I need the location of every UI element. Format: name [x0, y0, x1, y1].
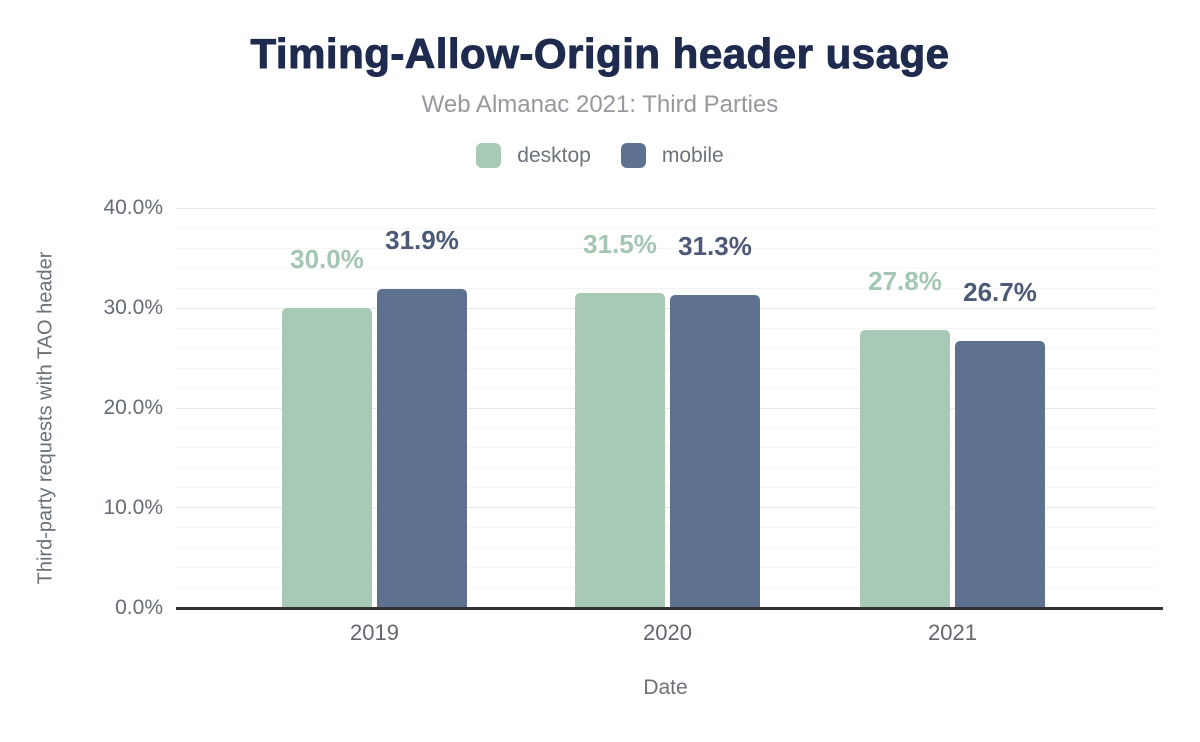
- chart-subtitle: Web Almanac 2021: Third Parties: [421, 91, 779, 118]
- x-axis-line: [176, 607, 1163, 610]
- bar-label-desktop-2021: 27.8%: [868, 266, 942, 296]
- legend-item-mobile[interactable]: mobile: [620, 143, 724, 168]
- x-tick-label-2019: 2019: [350, 620, 399, 645]
- bar-label-desktop-2020: 31.5%: [583, 229, 657, 259]
- bar-mobile-2019: [377, 289, 467, 607]
- legend-item-desktop[interactable]: desktop: [476, 143, 591, 168]
- legend-label-desktop: desktop: [517, 143, 591, 167]
- major-gridline: [176, 507, 1155, 509]
- x-tick-label-2020: 2020: [643, 620, 692, 645]
- x-tick-label-2021: 2021: [928, 620, 977, 645]
- x-axis-title: Date: [643, 676, 688, 699]
- minor-gridline: [176, 447, 1155, 449]
- bar-desktop-2020: [575, 293, 665, 607]
- minor-gridline: [176, 527, 1155, 529]
- minor-gridline: [176, 367, 1155, 369]
- y-tick-label: 10.0%: [103, 496, 163, 519]
- minor-gridline: [176, 587, 1155, 589]
- chart-title: Timing-Allow-Origin header usage: [250, 30, 950, 78]
- major-gridline: [176, 307, 1155, 309]
- minor-gridline: [176, 567, 1155, 569]
- y-tick-label: 0.0%: [115, 596, 163, 619]
- y-tick-label: 20.0%: [103, 396, 163, 419]
- bar-label-mobile-2019: 31.9%: [385, 225, 459, 255]
- major-gridline: [176, 208, 1155, 209]
- legend: desktop mobile: [0, 143, 1200, 168]
- bar-label-mobile-2020: 31.3%: [678, 231, 752, 261]
- minor-gridline: [176, 387, 1155, 389]
- minor-gridline: [176, 467, 1155, 469]
- bar-desktop-2021: [860, 330, 950, 607]
- minor-gridline: [176, 547, 1155, 549]
- legend-swatch-desktop: [476, 143, 502, 168]
- minor-gridline: [176, 327, 1155, 329]
- minor-gridline: [176, 427, 1155, 429]
- minor-gridline: [176, 347, 1155, 349]
- y-tick-label: 40.0%: [103, 196, 163, 219]
- minor-gridline: [176, 487, 1155, 489]
- minor-gridline: [176, 287, 1155, 289]
- y-tick-label: 30.0%: [103, 296, 163, 319]
- plot-area: 30.0% 31.9% 2019 31.5% 31.3% 2020 27.8% 26.7% 20…: [176, 208, 1163, 645]
- minor-gridline: [176, 267, 1155, 269]
- bar-label-mobile-2021: 26.7%: [963, 277, 1037, 307]
- bar-mobile-2021: [955, 341, 1045, 607]
- bar-desktop-2019: [282, 308, 372, 607]
- bar-label-desktop-2019: 30.0%: [290, 244, 364, 274]
- minor-gridline: [176, 227, 1155, 229]
- bar-mobile-2020: [670, 295, 760, 607]
- legend-label-mobile: mobile: [661, 143, 724, 167]
- legend-swatch-mobile: [620, 143, 646, 168]
- major-gridline: [176, 407, 1155, 409]
- minor-gridline: [176, 247, 1155, 249]
